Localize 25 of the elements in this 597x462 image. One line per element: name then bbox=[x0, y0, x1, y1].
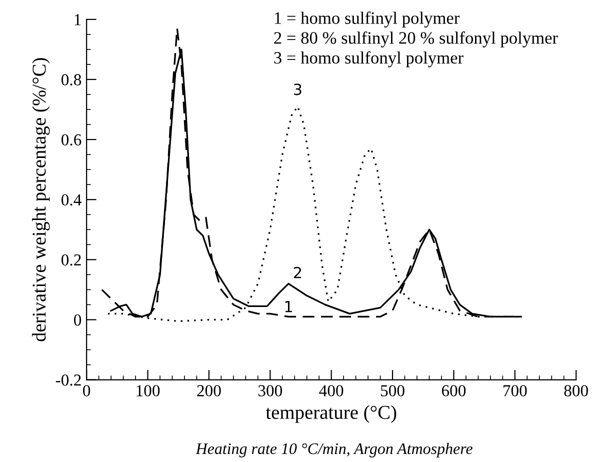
y-tick-label: 0 bbox=[74, 314, 82, 326]
series-label: 1 bbox=[285, 300, 292, 312]
annotation: 3 = homo sulfonyl polymer bbox=[274, 51, 464, 68]
y-tick-label: 0.4 bbox=[62, 194, 82, 206]
x-axis-title: temperature (°C) bbox=[266, 405, 396, 423]
x-tick-label: 600 bbox=[442, 385, 466, 396]
x-tick-label: 400 bbox=[319, 385, 344, 396]
y-tick-label: -0.2 bbox=[56, 374, 81, 386]
text: Heating rate 10 °C/min, Argon Atmosphere bbox=[196, 442, 472, 458]
y-tick-label: 0.6 bbox=[62, 134, 82, 146]
x-tick-label: 300 bbox=[258, 385, 282, 396]
y-tick-label: 1 bbox=[74, 14, 81, 26]
x-tick-label: 500 bbox=[380, 385, 404, 396]
x-tick-label: 200 bbox=[197, 385, 221, 396]
y-tick-label: 0.8 bbox=[62, 74, 82, 86]
annotation: 1 = homo sulfinyl polymer bbox=[274, 12, 460, 28]
x-tick-label: 700 bbox=[504, 385, 527, 396]
series-label: 3 bbox=[294, 84, 302, 96]
y-tick-label: 0.2 bbox=[62, 254, 81, 266]
y-axis-title: derivative weight percentage (%/°C) bbox=[32, 58, 50, 342]
annotation: 2 = 80 % sulfinyl 20 % sulfonyl polymer bbox=[274, 31, 558, 48]
series-label: 2 bbox=[294, 266, 302, 278]
x-tick-label: 0 bbox=[83, 385, 90, 396]
x-tick-label: 100 bbox=[136, 385, 160, 396]
x-tick-label: 800 bbox=[564, 385, 588, 396]
